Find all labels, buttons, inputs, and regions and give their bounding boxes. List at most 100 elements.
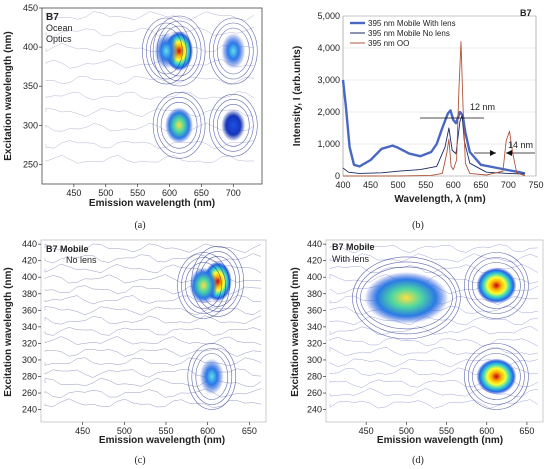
panel-a-caption: (a)	[134, 220, 145, 231]
panel-d-tag: B7 Mobile	[332, 242, 375, 252]
panel-d: 450 500 550 600 650 240 260 280 300 320 340 360 380 4…	[290, 239, 544, 466]
d-hotspot-contour	[468, 257, 525, 314]
b-xtick-label: 500	[391, 180, 406, 190]
b-ytick-label: 1,000	[317, 139, 340, 149]
c-xtick-label: 500	[117, 426, 132, 436]
d-contour-line	[329, 388, 539, 397]
annotation-14nm-label: 14 nm	[508, 140, 533, 150]
panel-a-tag: B7	[46, 12, 59, 23]
a-hotspot-contour	[152, 15, 206, 87]
panel-a-xlabel: Emission wavelength (nm)	[89, 198, 215, 209]
c-ytick-label: 420	[22, 256, 37, 266]
d-contour-line	[329, 325, 539, 335]
d-ytick-label: 400	[307, 272, 322, 282]
b-xtick-label: 550	[418, 180, 433, 190]
panel-c-note: No lens	[66, 255, 97, 265]
d-ytick-label: 320	[307, 338, 322, 348]
c-ytick-label: 400	[22, 272, 37, 282]
c-hotspot-contour	[185, 262, 222, 309]
panel-a-note-2: Optics	[46, 34, 72, 44]
c-contour-line	[44, 388, 262, 398]
a-hotspot	[165, 107, 194, 144]
b-series-line	[343, 41, 526, 177]
a-contour-line	[45, 26, 255, 37]
a-contour-line	[45, 154, 255, 164]
c-ytick-label: 280	[22, 372, 37, 382]
a-contour-line	[45, 140, 255, 149]
c-ytick-label: 340	[22, 322, 37, 332]
c-ytick-label: 260	[22, 388, 37, 398]
panel-d-caption: (d)	[412, 455, 424, 466]
annotation-12nm-label: 12 nm	[470, 102, 495, 112]
a-hotspot-contour	[146, 22, 187, 80]
d-xtick-label: 600	[479, 426, 494, 436]
d-contour-line	[329, 253, 539, 263]
d-hotspot-contour	[472, 262, 521, 309]
d-xtick-label: 450	[359, 426, 374, 436]
d-ytick-label: 380	[307, 289, 322, 299]
c-contour-line	[44, 243, 262, 253]
a-hotspot-contour	[209, 17, 258, 85]
d-xtick-label: 650	[519, 426, 534, 436]
d-contour-line	[329, 244, 539, 254]
panel-b-xlabel: Wavelength, λ (nm)	[394, 194, 485, 205]
d-ytick-label: 340	[307, 322, 322, 332]
a-ytick-label: 250	[23, 159, 38, 169]
panel-b-ylabel: Intensity, I (arb.units)	[292, 46, 303, 146]
c-ytick-label: 300	[22, 355, 37, 365]
b-ytick-label: 5,000	[317, 11, 340, 21]
panel-c-caption: (c)	[134, 455, 145, 466]
panel-b-series	[341, 41, 526, 177]
d-hotspot	[364, 271, 449, 324]
panel-d-ylabel: Excitation wavelength (nm)	[290, 267, 301, 396]
d-xtick-label: 500	[399, 426, 414, 436]
c-contour-line	[44, 295, 262, 305]
d-ytick-label: 240	[307, 405, 322, 415]
panel-c-tag: B7 Mobile	[46, 244, 89, 254]
a-contour-line	[45, 11, 255, 21]
a-ytick-label: 350	[23, 81, 38, 91]
b-series-line	[341, 79, 526, 175]
a-contour-line	[45, 91, 255, 101]
d-hotspot	[476, 267, 517, 304]
panel-a-note-1: Ocean	[46, 23, 73, 33]
a-ytick-label: 300	[23, 120, 38, 130]
d-hotspot-contour	[352, 256, 461, 340]
panel-a-hotspots	[142, 15, 258, 159]
c-hotspot	[199, 358, 224, 395]
b-ytick-label: 4,000	[317, 43, 340, 53]
panel-a: 450 500 550 600 650 700 250 300 350 400 450 B7 Oce…	[3, 3, 263, 231]
a-xtick-label: 500	[98, 188, 113, 198]
panel-c-xlabel: Emission wavelength (nm)	[99, 435, 225, 446]
c-ytick-label: 320	[22, 338, 37, 348]
a-contour-line	[45, 107, 255, 117]
a-ytick-label: 450	[23, 3, 38, 13]
a-hotspot-contour	[213, 22, 254, 80]
a-hotspot	[221, 33, 246, 69]
a-hotspot	[154, 33, 179, 69]
b-ytick-label: 3,000	[317, 75, 340, 85]
b-xtick-label: 600	[446, 180, 461, 190]
a-xtick-label: 550	[130, 188, 145, 198]
a-hotspot-contour	[209, 94, 258, 157]
c-ytick-label: 380	[22, 289, 37, 299]
d-hotspot-contour	[356, 261, 457, 335]
annotation-14nm-right-arrowhead	[506, 150, 512, 156]
c-hotspot-contour	[195, 353, 229, 400]
panel-b-frame	[342, 15, 537, 177]
panel-d-frame	[325, 239, 544, 423]
a-xtick-label: 700	[226, 188, 241, 198]
a-hotspot-contour	[160, 102, 198, 149]
c-xtick-label: 450	[75, 426, 90, 436]
b-xtick-label: 400	[335, 180, 350, 190]
panel-b-tag: B7	[520, 8, 532, 18]
d-contour-line	[329, 346, 539, 357]
d-ytick-label: 260	[307, 388, 322, 398]
panel-b: 0 1,000 2,000 3,000 4,000 5,000 400 450 500 550 60…	[292, 8, 544, 231]
a-hotspot-contour	[217, 104, 250, 147]
c-contour-line	[44, 398, 262, 408]
c-contour-line	[44, 368, 262, 378]
b-legend-label: 395 nm Mobile No lens	[368, 29, 450, 38]
c-xtick-label: 650	[242, 426, 257, 436]
